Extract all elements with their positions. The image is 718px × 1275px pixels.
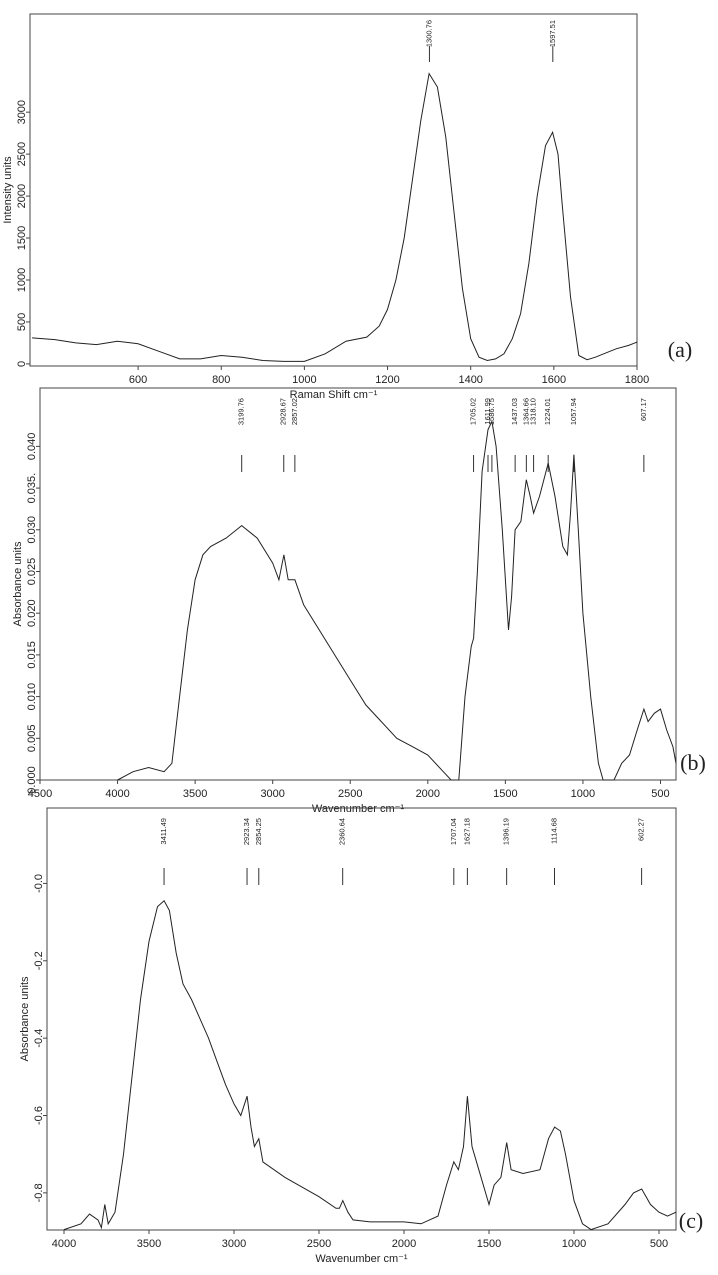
peak-label: 2857.02 <box>290 398 299 425</box>
peak-label: 1114.68 <box>549 818 558 844</box>
y-tick-label: -0.2 <box>33 951 45 970</box>
x-axis-label: Wavenumber cm⁻¹ <box>315 1253 408 1265</box>
x-tick-label: 500 <box>651 788 669 800</box>
peak-label: 3411.49 <box>159 818 168 845</box>
y-tick-label: 0.005 <box>26 725 38 753</box>
x-tick-label: 1000 <box>562 1238 586 1250</box>
panel-label: (a) <box>668 337 692 362</box>
peak-label: 1300.76 <box>424 20 433 47</box>
x-tick-label: 1500 <box>477 1238 501 1250</box>
peak-label: 2360.64 <box>338 818 347 845</box>
peak-label: 602.27 <box>637 818 646 841</box>
y-tick-label: -0.6 <box>33 1106 45 1125</box>
peak-label: 1224.01 <box>543 398 552 425</box>
y-tick-label: -0.8 <box>33 1183 45 1202</box>
plot-frame <box>39 387 677 781</box>
y-tick-label: 2000 <box>16 184 28 208</box>
x-tick-label: 1200 <box>375 374 399 386</box>
x-tick-label: 2000 <box>416 788 440 800</box>
x-tick-label: 3000 <box>222 1238 246 1250</box>
peak-label: 2928.67 <box>279 398 288 425</box>
peak-label: 1318.10 <box>529 398 538 425</box>
peak-label: 607.17 <box>639 398 648 421</box>
x-tick-label: 4000 <box>52 1238 76 1250</box>
peak-label: 1707.04 <box>449 818 458 845</box>
x-tick-label: 2500 <box>338 788 362 800</box>
spectrum-line <box>117 419 677 781</box>
x-tick-label: 1500 <box>493 788 517 800</box>
panel-label: (b) <box>680 750 706 775</box>
x-tick-label: 3500 <box>137 1238 161 1250</box>
y-tick-label: 0.030 <box>26 516 38 544</box>
peak-label: 1597.51 <box>548 20 557 47</box>
peak-label: 1586.75 <box>487 398 496 425</box>
x-tick-label: 4000 <box>105 788 129 800</box>
x-tick-label: 1400 <box>458 374 482 386</box>
spectrum-line <box>63 900 677 1231</box>
plot-frame <box>29 13 638 367</box>
y-tick-label: 1500 <box>16 226 28 250</box>
y-tick-label: 0.020 <box>26 599 38 627</box>
y-tick-label: 0 <box>16 361 28 367</box>
x-axis-label: Raman Shift cm⁻¹ <box>290 389 378 401</box>
peak-label: 3199.76 <box>237 398 246 425</box>
y-tick-label: 2500 <box>16 142 28 166</box>
x-tick-label: 500 <box>650 1238 668 1250</box>
y-tick-label: 0.000 <box>26 766 38 794</box>
x-tick-label: 1800 <box>625 374 649 386</box>
peak-label: 1364.66 <box>521 398 530 425</box>
peak-label: 1627.18 <box>462 818 471 845</box>
x-tick-label: 3500 <box>183 788 207 800</box>
x-tick-label: 800 <box>212 374 230 386</box>
y-tick-label: 0.040 <box>26 433 38 461</box>
x-tick-label: 600 <box>129 374 147 386</box>
peak-label: 2854.25 <box>254 818 263 845</box>
y-tick-label: 0.015 <box>26 641 38 669</box>
y-tick-label: 0.035. <box>26 473 38 504</box>
y-axis-label: Intensity units <box>2 156 14 224</box>
x-tick-label: 4500 <box>28 788 52 800</box>
x-tick-label: 1000 <box>571 788 595 800</box>
peak-label: 1437.03 <box>510 398 519 425</box>
y-tick-label: -0.4 <box>33 1029 45 1048</box>
peak-label: 2923.34 <box>242 818 251 845</box>
spectrum-line <box>32 72 638 362</box>
y-tick-label: 0.010 <box>26 683 38 711</box>
plot-frame <box>46 807 677 1231</box>
y-tick-label: -0.0 <box>33 874 45 893</box>
x-tick-label: 2000 <box>392 1238 416 1250</box>
x-tick-label: 1000 <box>292 374 316 386</box>
peak-label: 1705.02 <box>469 398 478 425</box>
peak-label: 1057.94 <box>569 398 578 425</box>
x-axis-label: Wavenumber cm⁻¹ <box>312 803 405 815</box>
y-tick-label: 500 <box>16 313 28 331</box>
panel-label: (c) <box>679 1208 703 1233</box>
y-tick-label: 1000 <box>16 268 28 292</box>
y-tick-label: 0.025 <box>26 558 38 586</box>
peak-label: 1396.19 <box>502 818 511 845</box>
x-tick-label: 2500 <box>307 1238 331 1250</box>
y-tick-label: 3000 <box>16 100 28 124</box>
x-tick-label: 3000 <box>260 788 284 800</box>
peak-label: 1611.99 <box>483 398 492 425</box>
y-axis-label: Absorbance units <box>19 976 31 1061</box>
y-axis-label: Absorbance units <box>12 541 24 626</box>
x-tick-label: 1600 <box>542 374 566 386</box>
